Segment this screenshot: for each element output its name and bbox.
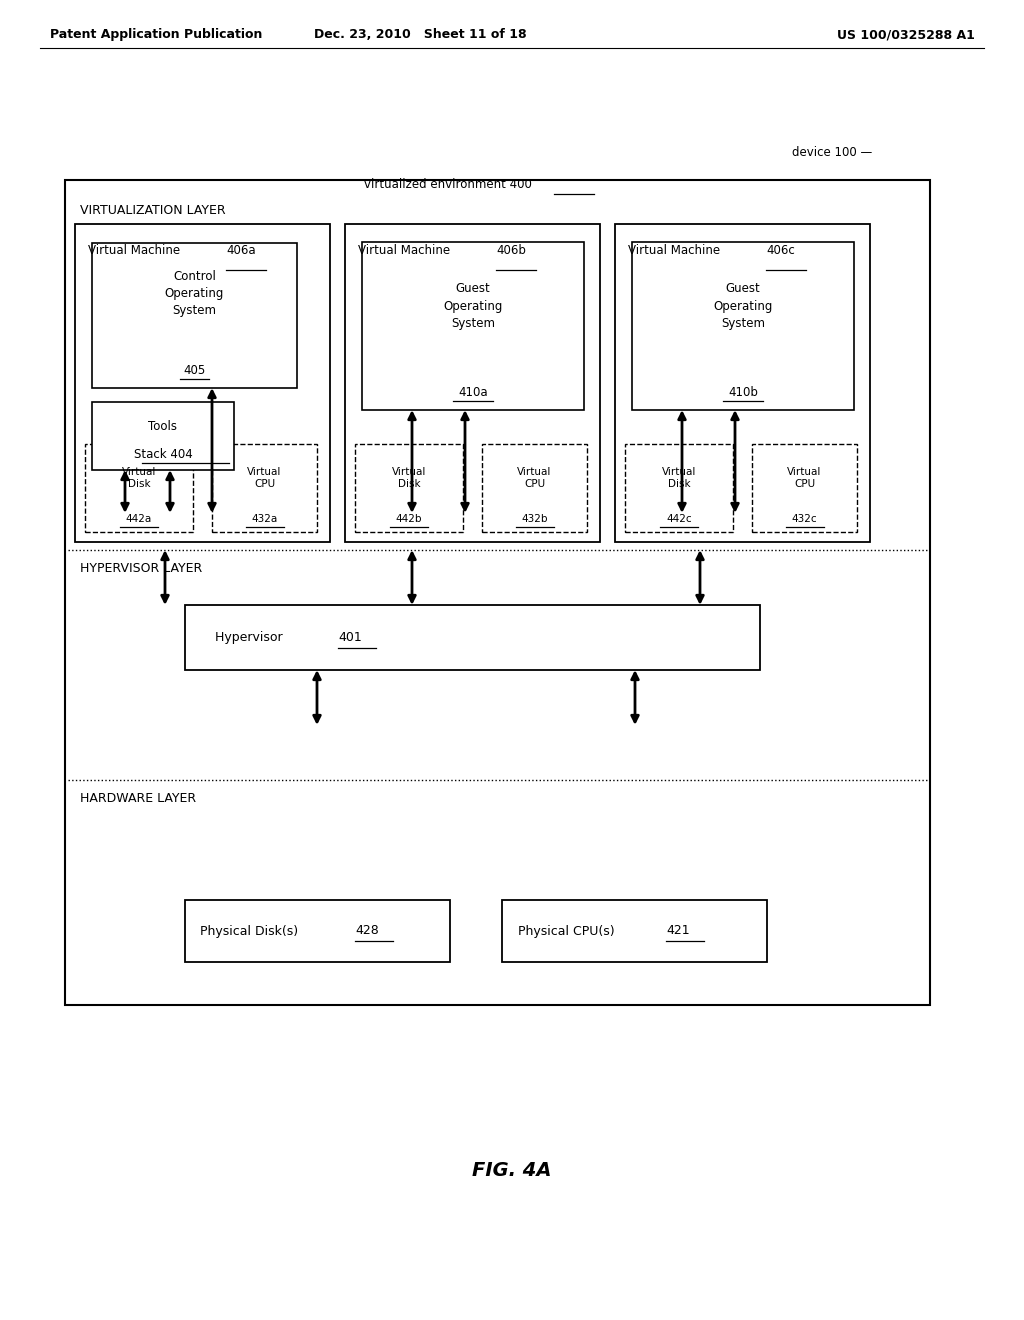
Text: FIG. 4A: FIG. 4A	[472, 1160, 552, 1180]
FancyBboxPatch shape	[632, 242, 854, 411]
Text: 410a: 410a	[458, 385, 487, 399]
Text: Dec. 23, 2010   Sheet 11 of 18: Dec. 23, 2010 Sheet 11 of 18	[313, 28, 526, 41]
Text: 406b: 406b	[496, 244, 526, 257]
Text: 432a: 432a	[251, 513, 278, 524]
Text: Virtual
CPU: Virtual CPU	[248, 467, 282, 490]
Text: Virtual
CPU: Virtual CPU	[787, 467, 821, 490]
Text: VIRTUALIZATION LAYER: VIRTUALIZATION LAYER	[80, 203, 225, 216]
Text: 410b: 410b	[728, 385, 758, 399]
Text: 405: 405	[183, 363, 206, 376]
FancyBboxPatch shape	[355, 444, 463, 532]
FancyBboxPatch shape	[212, 444, 317, 532]
FancyBboxPatch shape	[752, 444, 857, 532]
Text: 432b: 432b	[521, 513, 548, 524]
FancyBboxPatch shape	[345, 224, 600, 543]
FancyBboxPatch shape	[502, 900, 767, 962]
Text: Virtual
Disk: Virtual Disk	[122, 467, 157, 490]
FancyBboxPatch shape	[185, 605, 760, 671]
Text: 442b: 442b	[395, 513, 422, 524]
Text: 442c: 442c	[667, 513, 692, 524]
Text: Hypervisor: Hypervisor	[215, 631, 287, 644]
FancyBboxPatch shape	[65, 180, 930, 1005]
Text: 406c: 406c	[766, 244, 795, 257]
Text: 432c: 432c	[792, 513, 817, 524]
FancyBboxPatch shape	[85, 444, 193, 532]
Text: Physical CPU(s): Physical CPU(s)	[518, 924, 618, 937]
Text: Virtual
Disk: Virtual Disk	[662, 467, 696, 490]
Text: Patent Application Publication: Patent Application Publication	[50, 28, 262, 41]
Text: virtualized environment 400: virtualized environment 400	[365, 178, 531, 191]
FancyBboxPatch shape	[615, 224, 870, 543]
Text: Guest
Operating
System: Guest Operating System	[714, 282, 773, 330]
Text: HYPERVISOR LAYER: HYPERVISOR LAYER	[80, 561, 203, 574]
Text: 421: 421	[666, 924, 689, 937]
Text: Stack 404: Stack 404	[133, 449, 193, 462]
FancyBboxPatch shape	[362, 242, 584, 411]
Text: Virtual
CPU: Virtual CPU	[517, 467, 552, 490]
Text: Virtual Machine: Virtual Machine	[88, 244, 184, 257]
Text: Guest
Operating
System: Guest Operating System	[443, 282, 503, 330]
Text: 406a: 406a	[226, 244, 256, 257]
FancyBboxPatch shape	[185, 900, 450, 962]
Text: Virtual
Disk: Virtual Disk	[392, 467, 426, 490]
FancyBboxPatch shape	[625, 444, 733, 532]
Text: 442a: 442a	[126, 513, 153, 524]
FancyBboxPatch shape	[75, 224, 330, 543]
Text: device 100 —: device 100 —	[792, 145, 872, 158]
Text: Virtual Machine: Virtual Machine	[628, 244, 724, 257]
Text: 428: 428	[355, 924, 379, 937]
FancyBboxPatch shape	[92, 403, 234, 470]
Text: Virtual Machine: Virtual Machine	[358, 244, 454, 257]
Text: US 100/0325288 A1: US 100/0325288 A1	[838, 28, 975, 41]
Text: Control
Operating
System: Control Operating System	[165, 271, 224, 317]
Text: Tools: Tools	[148, 420, 177, 433]
Text: HARDWARE LAYER: HARDWARE LAYER	[80, 792, 197, 804]
FancyBboxPatch shape	[482, 444, 587, 532]
FancyBboxPatch shape	[92, 243, 297, 388]
Text: Physical Disk(s): Physical Disk(s)	[200, 924, 302, 937]
Text: 401: 401	[338, 631, 361, 644]
